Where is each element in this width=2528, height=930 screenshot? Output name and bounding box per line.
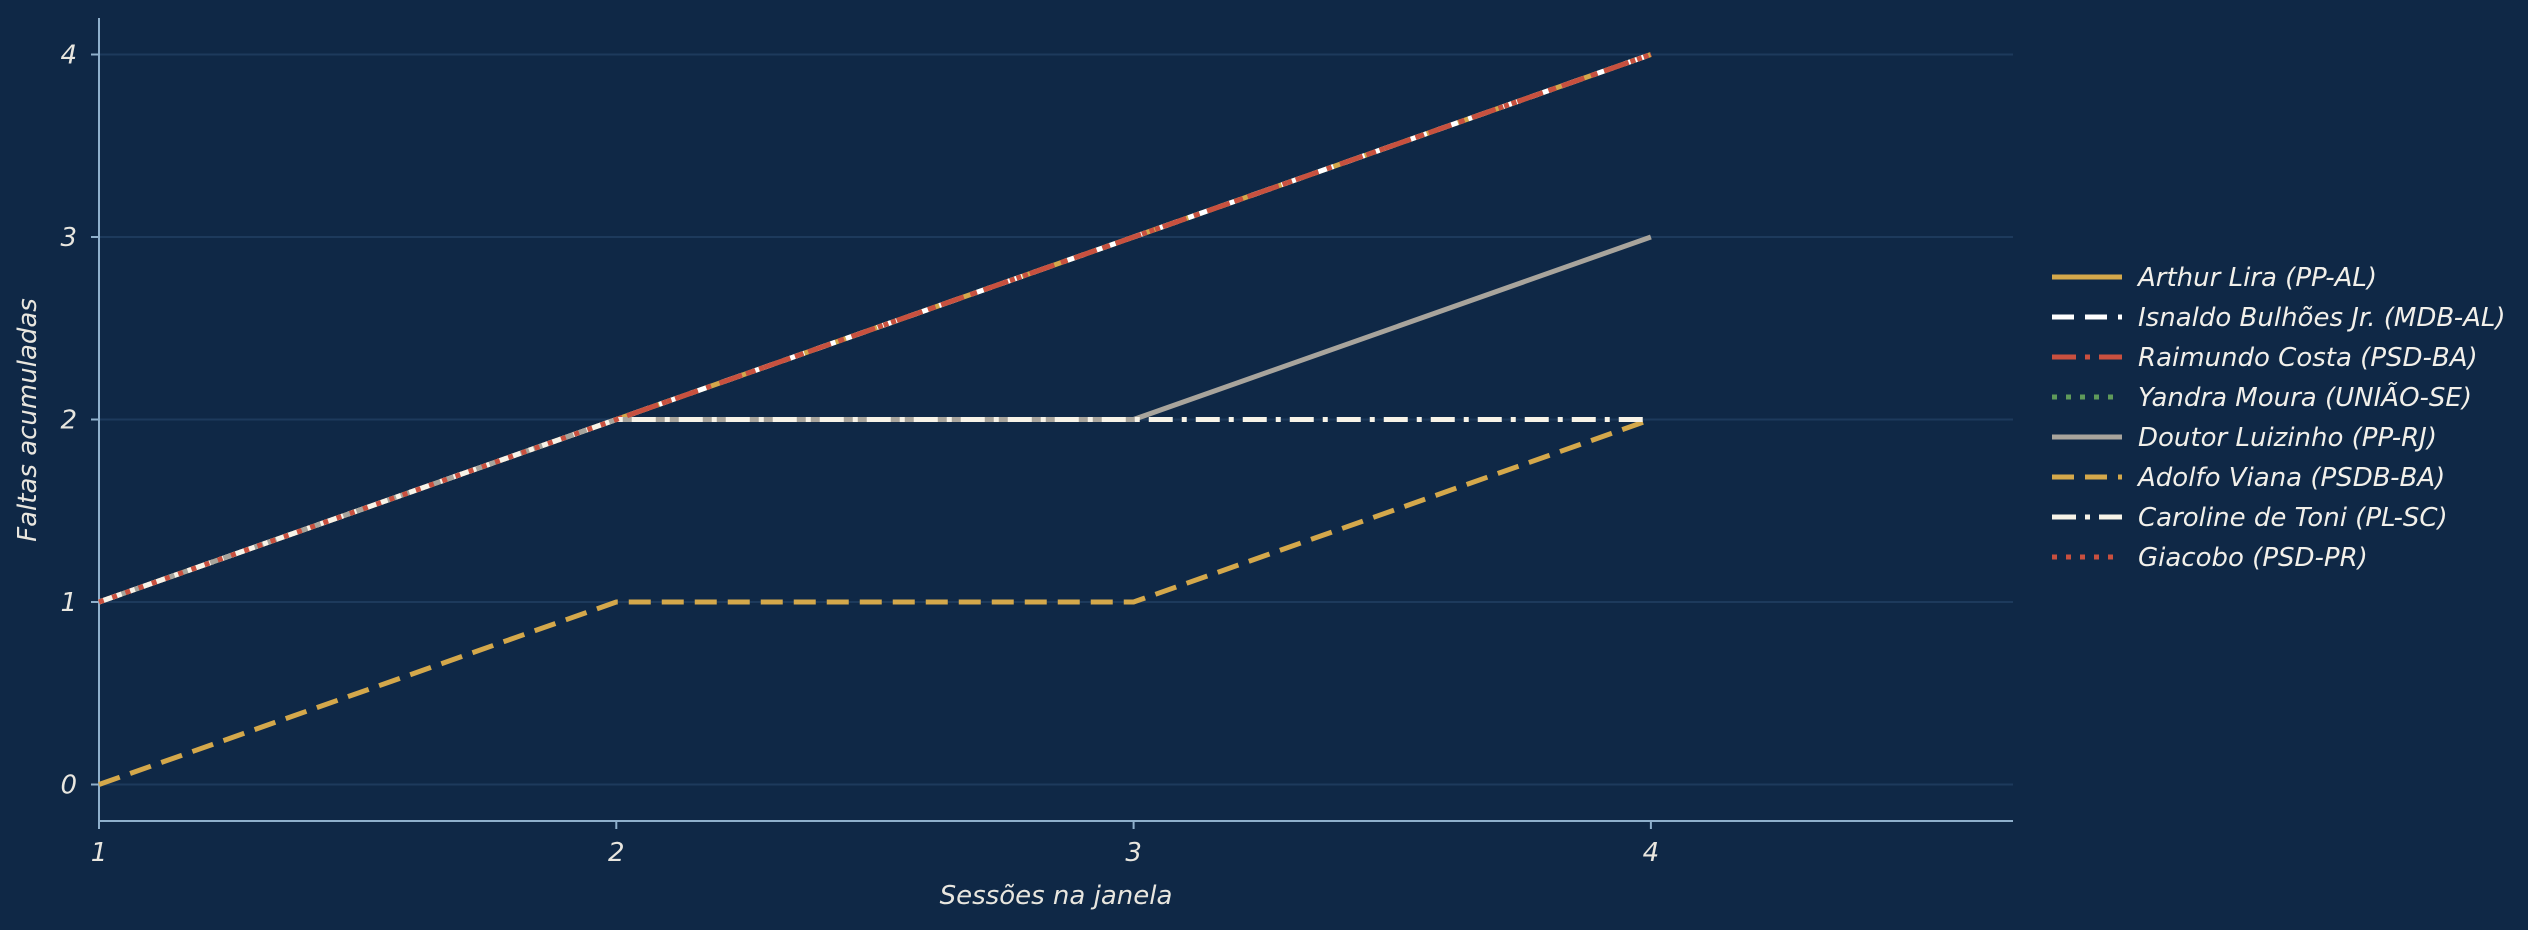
series-line-6 — [98, 417, 1651, 605]
legend-label-7: Giacobo (PSD-PR) — [2138, 543, 2368, 573]
legend-item-1: Isnaldo Bulhões Jr. (MDB-AL) — [2052, 303, 2506, 333]
legend-item-6: Caroline de Toni (PL-SC) — [2052, 503, 2448, 533]
y-tick-label-3: 3 — [60, 223, 77, 253]
x-tick-label-2: 3 — [1125, 838, 1142, 868]
y-tick-label-4: 4 — [60, 41, 77, 71]
legend-label-3: Yandra Moura (UNIÃO-SE) — [2138, 381, 2472, 413]
x-tick-label-3: 4 — [1643, 838, 1660, 868]
y-tick-label-0: 0 — [60, 771, 77, 801]
legend-item-7: Giacobo (PSD-PR) — [2052, 543, 2368, 573]
series-line-2 — [98, 52, 1652, 605]
legend-item-5: Adolfo Viana (PSDB-BA) — [2052, 463, 2445, 493]
legend: Arthur Lira (PP-AL) Isnaldo Bulhões Jr. (… — [2052, 263, 2506, 573]
legend-item-4: Doutor Luizinho (PP-RJ) — [2052, 423, 2437, 453]
legend-item-3: Yandra Moura (UNIÃO-SE) — [2052, 381, 2472, 413]
y-axis-title: Faltas acumuladas — [13, 298, 43, 542]
legend-label-2: Raimundo Costa (PSD-BA) — [2138, 343, 2478, 373]
x-tick-labels: 1 2 3 4 — [91, 821, 1659, 868]
series-line-5 — [98, 417, 1652, 787]
x-tick-label-1: 2 — [608, 838, 625, 868]
y-tick-label-2: 2 — [60, 406, 77, 436]
legend-label-1: Isnaldo Bulhões Jr. (MDB-AL) — [2138, 303, 2506, 333]
legend-label-5: Adolfo Viana (PSDB-BA) — [2136, 463, 2445, 493]
x-axis-title: Sessões na janela — [940, 881, 1173, 911]
legend-label-0: Arthur Lira (PP-AL) — [2136, 263, 2377, 293]
series-lines — [98, 52, 1652, 787]
legend-item-0: Arthur Lira (PP-AL) — [2052, 263, 2377, 293]
x-tick-label-0: 1 — [91, 838, 108, 868]
y-tick-labels: 0 1 2 3 4 — [60, 41, 99, 801]
legend-label-6: Caroline de Toni (PL-SC) — [2138, 503, 2448, 533]
y-tick-label-1: 1 — [60, 588, 77, 618]
legend-label-4: Doutor Luizinho (PP-RJ) — [2138, 423, 2437, 453]
legend-item-2: Raimundo Costa (PSD-BA) — [2052, 343, 2478, 373]
